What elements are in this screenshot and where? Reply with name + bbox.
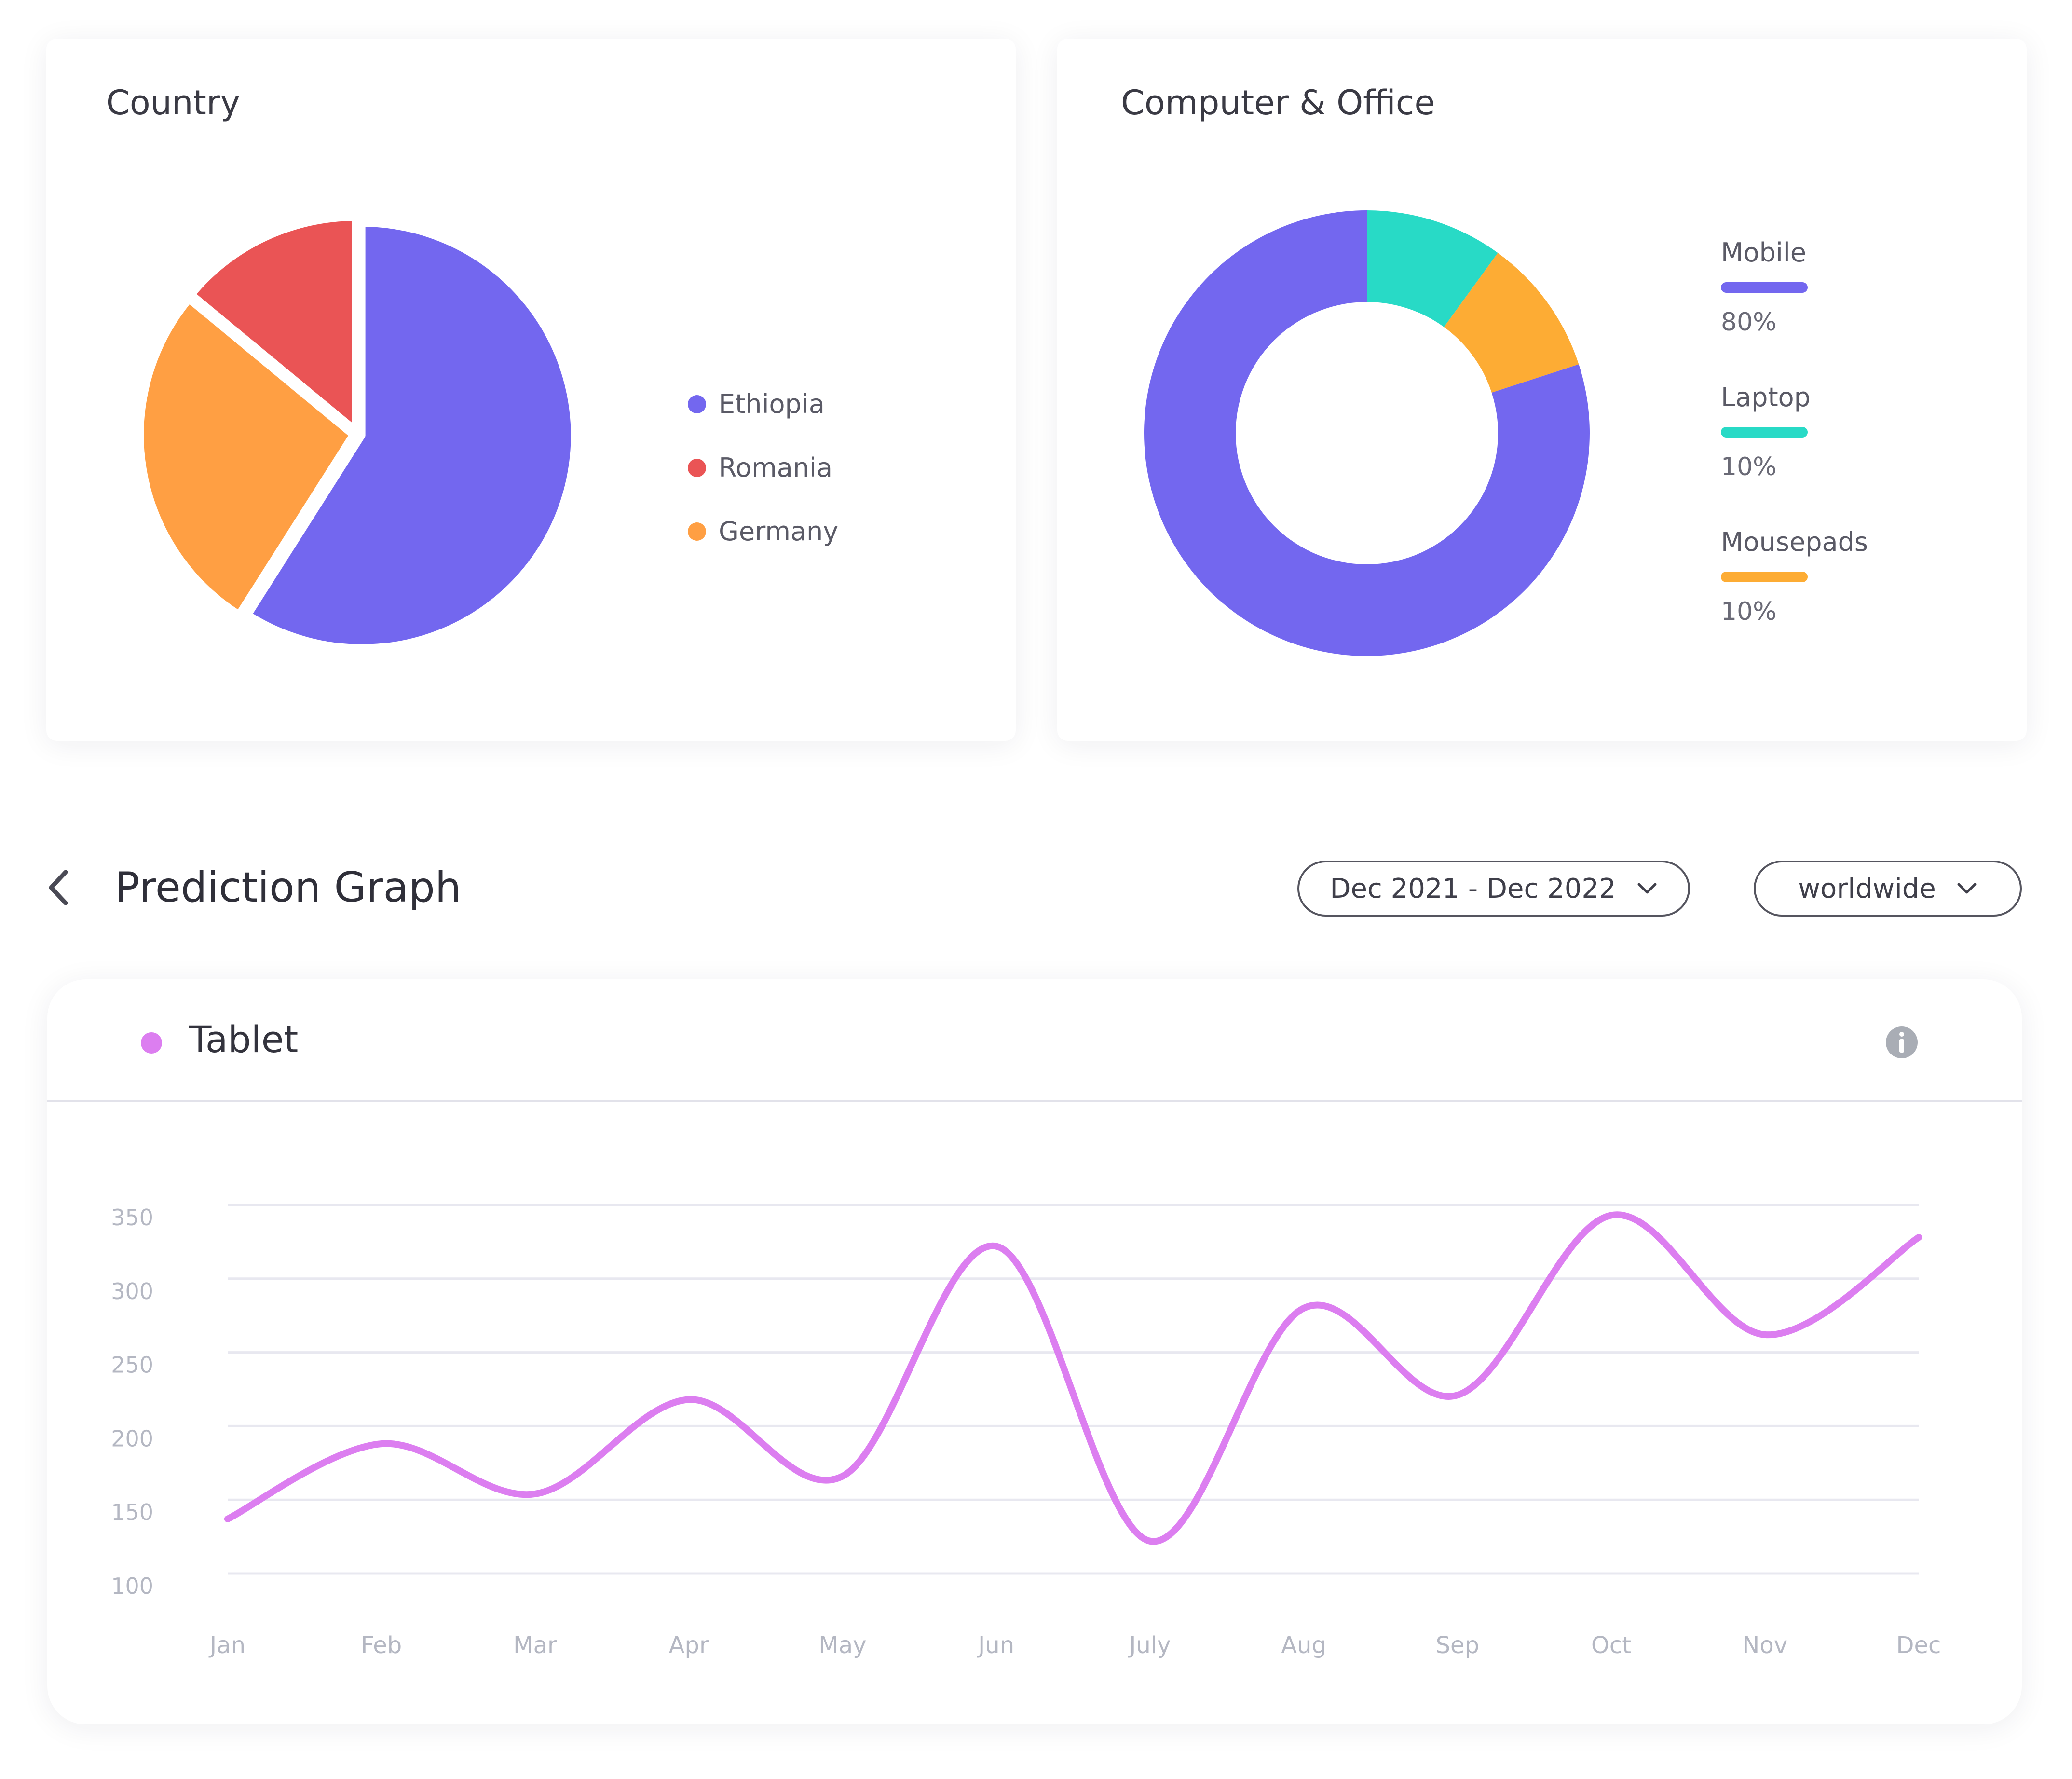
- country-card-title: Country: [106, 83, 241, 123]
- data-point-jun: [993, 1243, 1000, 1250]
- x-tick-label-dec: Dec: [1896, 1632, 1941, 1659]
- donut-slice-mousepads: [1444, 253, 1579, 393]
- y-tick-label-100: 100: [111, 1573, 153, 1599]
- series-line-tablet: [224, 1211, 1922, 1545]
- y-tick-label-200: 200: [111, 1425, 153, 1451]
- donut-legend-bar-laptop: [1721, 427, 1808, 438]
- x-tick-label-feb: Feb: [361, 1632, 402, 1659]
- legend-label-ethiopia: Ethiopia: [719, 389, 825, 419]
- chevron-left-icon: [49, 870, 68, 905]
- data-point-july: [1146, 1537, 1154, 1545]
- x-tick-label-oct: Oct: [1591, 1632, 1631, 1659]
- prediction-title: Prediction Graph: [115, 863, 462, 912]
- computer-office-card-title: Computer & Office: [1121, 83, 1435, 123]
- graph-card-header: Tablet: [47, 979, 2022, 1102]
- date-range-value: Dec 2021 - Dec 2022: [1330, 873, 1616, 904]
- data-point-mar: [532, 1490, 539, 1497]
- pie-slice-germany: [137, 296, 356, 618]
- region-value: worldwide: [1798, 873, 1936, 904]
- y-tick-label-250: 250: [111, 1352, 153, 1378]
- prediction-graph-card: Tablet 100 150 200 250 300 350 Jan Feb Mar Apr May…: [47, 979, 2022, 1724]
- x-tick-label-mar: Mar: [513, 1632, 557, 1659]
- donut-legend-label-mobile: Mobile: [1721, 237, 1807, 268]
- donut-legend-label-laptop: Laptop: [1721, 382, 1811, 412]
- date-range-dropdown[interactable]: Dec 2021 - Dec 2022: [1297, 861, 1690, 917]
- data-point-sep: [1454, 1392, 1461, 1399]
- x-tick-label-jun: Jun: [977, 1632, 1014, 1659]
- x-tick-label-july: July: [1128, 1632, 1171, 1659]
- country-card: Country Ethiopia Romania Germany: [46, 39, 1016, 741]
- data-point-oct: [1608, 1212, 1615, 1219]
- data-point-dec: [1915, 1234, 1922, 1241]
- donut-legend-value-mobile: 80%: [1721, 308, 1777, 337]
- donut-legend-value-mousepads: 10%: [1721, 597, 1777, 626]
- x-tick-label-sep: Sep: [1436, 1632, 1479, 1659]
- legend-label-germany: Germany: [719, 516, 839, 547]
- donut-legend-bar-mobile: [1721, 282, 1808, 293]
- legend-dot-ethiopia: [688, 395, 706, 413]
- legend-dot-germany: [688, 522, 706, 541]
- legend-item-germany: Germany: [688, 516, 838, 547]
- legend-dot-romania: [688, 458, 706, 477]
- data-point-nov: [1761, 1331, 1769, 1338]
- prediction-header: Prediction Graph Dec 2021 - Dec 2022 wor…: [0, 849, 2072, 926]
- y-tick-label-350: 350: [111, 1204, 153, 1231]
- data-point-feb: [378, 1440, 385, 1448]
- computer-office-card: Computer & Office Mobile 80% Laptop 10% …: [1057, 39, 2027, 741]
- x-tick-label-jan: Jan: [208, 1632, 245, 1659]
- info-icon[interactable]: [1885, 1026, 1919, 1059]
- series-legend-dot: [141, 1032, 162, 1054]
- y-tick-label-150: 150: [111, 1499, 153, 1525]
- data-point-may: [839, 1473, 846, 1480]
- back-button[interactable]: [41, 868, 80, 907]
- prediction-line-chart: 100 150 200 250 300 350 Jan Feb Mar Apr May Jun July…: [111, 1204, 1941, 1659]
- y-tick-label-300: 300: [111, 1278, 153, 1304]
- data-point-aug: [1300, 1304, 1308, 1312]
- region-dropdown[interactable]: worldwide: [1754, 861, 2022, 917]
- legend-item-romania: Romania: [688, 452, 832, 483]
- donut-slice-mobile: [1144, 210, 1590, 657]
- pie-slice-ethiopia: [245, 219, 578, 651]
- legend-label-romania: Romania: [719, 452, 833, 483]
- pie-slice-romania: [188, 214, 359, 433]
- x-tick-label-nov: Nov: [1742, 1632, 1787, 1659]
- legend-item-ethiopia: Ethiopia: [688, 389, 825, 419]
- data-point-jan: [224, 1515, 231, 1522]
- data-point-apr: [685, 1396, 693, 1403]
- chevron-down-icon: [1957, 883, 1977, 894]
- series-legend-label: Tablet: [189, 1018, 299, 1061]
- donut-legend-value-laptop: 10%: [1721, 452, 1777, 481]
- donut-legend-label-mousepads: Mousepads: [1721, 527, 1868, 557]
- donut-slice-laptop: [1367, 210, 1498, 327]
- x-tick-label-may: May: [818, 1632, 866, 1659]
- chevron-down-icon: [1637, 883, 1657, 894]
- computer-office-donut-chart: [1144, 210, 1590, 657]
- x-tick-label-apr: Apr: [669, 1632, 709, 1659]
- x-tick-label-aug: Aug: [1281, 1632, 1326, 1659]
- country-pie-chart: [137, 214, 578, 651]
- donut-legend-bar-mousepads: [1721, 572, 1808, 582]
